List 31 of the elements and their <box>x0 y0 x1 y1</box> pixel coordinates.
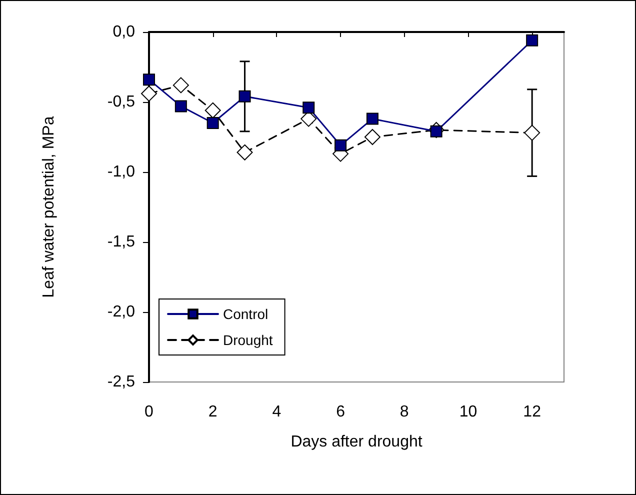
point <box>364 129 380 145</box>
x-tick-label: 10 <box>459 404 478 420</box>
legend-label: Drought <box>223 332 273 348</box>
x-tick-label: 4 <box>272 404 282 420</box>
point <box>236 144 253 160</box>
point <box>172 77 189 94</box>
x-tick-label: 2 <box>208 404 218 420</box>
point <box>524 124 540 141</box>
legend-label: Control <box>223 306 268 322</box>
x-tick-label: 6 <box>336 404 346 420</box>
y-tick-label: -1,5 <box>107 234 136 250</box>
point <box>526 34 538 46</box>
point <box>334 139 347 152</box>
y-tick-label: -1,0 <box>107 164 136 180</box>
point <box>174 100 187 112</box>
point <box>141 86 157 102</box>
x-tick-label: 8 <box>400 404 409 420</box>
point <box>204 102 221 118</box>
point <box>366 112 378 125</box>
y-tick-label: 0,0 <box>112 24 136 40</box>
y-axis-title: Leaf water potential, MPa <box>40 116 58 298</box>
point <box>238 90 251 102</box>
point <box>143 74 155 86</box>
x-axis-title: Days after drought <box>290 434 423 450</box>
y-tick-label: -2,5 <box>107 374 136 390</box>
x-tick-label: 12 <box>523 404 542 420</box>
y-tick-label: -0,5 <box>107 94 136 110</box>
point <box>206 117 219 129</box>
point <box>302 102 315 114</box>
y-tick-label: -2,0 <box>107 304 136 320</box>
x-tick-label: 0 <box>144 404 154 420</box>
